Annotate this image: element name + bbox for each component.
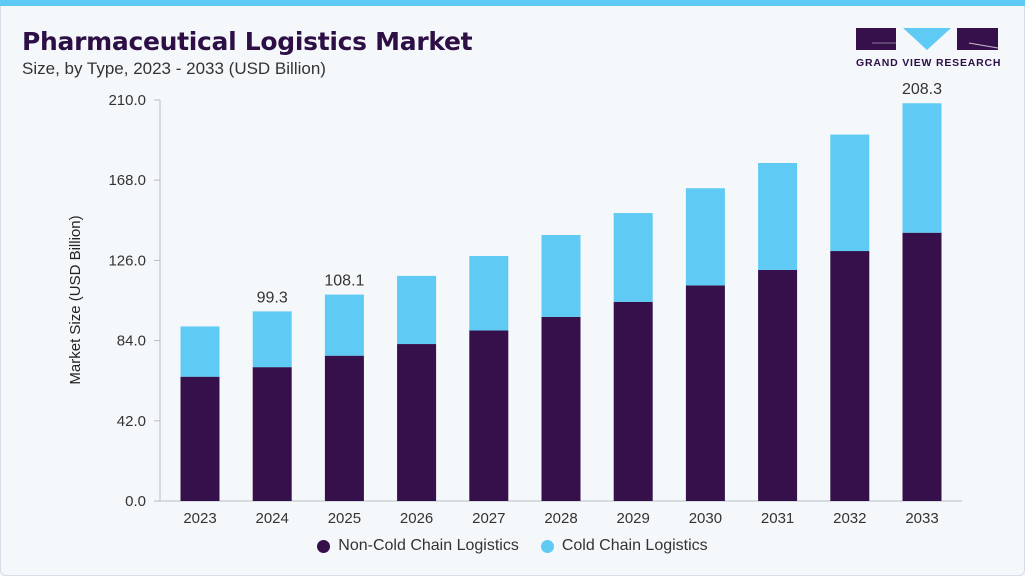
legend: Non-Cold Chain Logistics Cold Chain Logi…	[0, 537, 1025, 555]
data-label-total: 108.1	[324, 273, 364, 290]
x-tick-label: 2024	[256, 510, 289, 527]
data-label-total: 208.3	[902, 81, 942, 98]
bar-segment-non-cold-chain	[685, 285, 725, 501]
bar-segment-non-cold-chain	[180, 376, 220, 501]
x-tick-label: 2032	[833, 510, 866, 527]
bar-segment-cold-chain	[324, 294, 364, 356]
bar-segment-cold-chain	[469, 256, 509, 331]
y-axis-label: Market Size (USD Billion)	[67, 215, 84, 384]
legend-item-cold-chain[interactable]: Cold Chain Logistics	[540, 537, 708, 555]
bar-segment-cold-chain	[902, 103, 942, 233]
bar-segment-non-cold-chain	[830, 251, 870, 501]
x-tick-label: 2031	[761, 510, 794, 527]
bar-segment-cold-chain	[541, 235, 581, 317]
bar-segment-cold-chain	[180, 326, 220, 377]
bar-segment-non-cold-chain	[324, 355, 364, 501]
x-tick-label: 2029	[617, 510, 650, 527]
y-tick-label: 210.0	[108, 92, 146, 109]
top-accent-bar	[0, 0, 1025, 6]
bar-segment-non-cold-chain	[397, 344, 437, 501]
legend-swatch-light-icon	[540, 539, 554, 553]
chart-subtitle: Size, by Type, 2023 - 2033 (USD Billion)	[22, 59, 326, 78]
bar-segment-cold-chain	[830, 134, 870, 252]
bar-segment-non-cold-chain	[758, 269, 798, 501]
grand-view-research-logo	[856, 28, 998, 50]
bar-segment-cold-chain	[758, 163, 798, 270]
y-tick-label: 42.0	[117, 413, 146, 430]
bar-segment-cold-chain	[685, 188, 725, 286]
y-tick-label: 0.0	[125, 493, 146, 510]
bar-segment-cold-chain	[613, 213, 653, 302]
bar-segment-cold-chain	[397, 275, 437, 345]
x-tick-label: 2033	[905, 510, 938, 527]
x-tick-label: 2025	[328, 510, 361, 527]
x-tick-label: 2026	[400, 510, 433, 527]
x-tick-label: 2028	[544, 510, 577, 527]
bar-segment-non-cold-chain	[252, 367, 292, 501]
y-tick-label: 168.0	[108, 172, 146, 189]
bar-segment-cold-chain	[252, 311, 292, 368]
data-label-total: 99.3	[257, 289, 288, 306]
bar-segment-non-cold-chain	[902, 232, 942, 501]
legend-swatch-dark-icon	[317, 539, 331, 553]
legend-label: Cold Chain Logistics	[561, 537, 708, 554]
x-tick-label: 2030	[689, 510, 722, 527]
x-tick-label: 2023	[183, 510, 216, 527]
legend-label: Non-Cold Chain Logistics	[338, 537, 519, 554]
legend-item-non-cold-chain[interactable]: Non-Cold Chain Logistics	[317, 537, 519, 555]
x-tick-label: 2027	[472, 510, 505, 527]
logo-text: GRAND VIEW RESEARCH	[856, 57, 1002, 69]
bar-segment-non-cold-chain	[469, 330, 509, 501]
bar-segment-non-cold-chain	[541, 316, 581, 501]
bar-segment-non-cold-chain	[613, 301, 653, 501]
chart-title: Pharmaceutical Logistics Market	[22, 27, 473, 56]
y-tick-label: 84.0	[117, 333, 146, 350]
y-tick-label: 126.0	[108, 252, 146, 269]
